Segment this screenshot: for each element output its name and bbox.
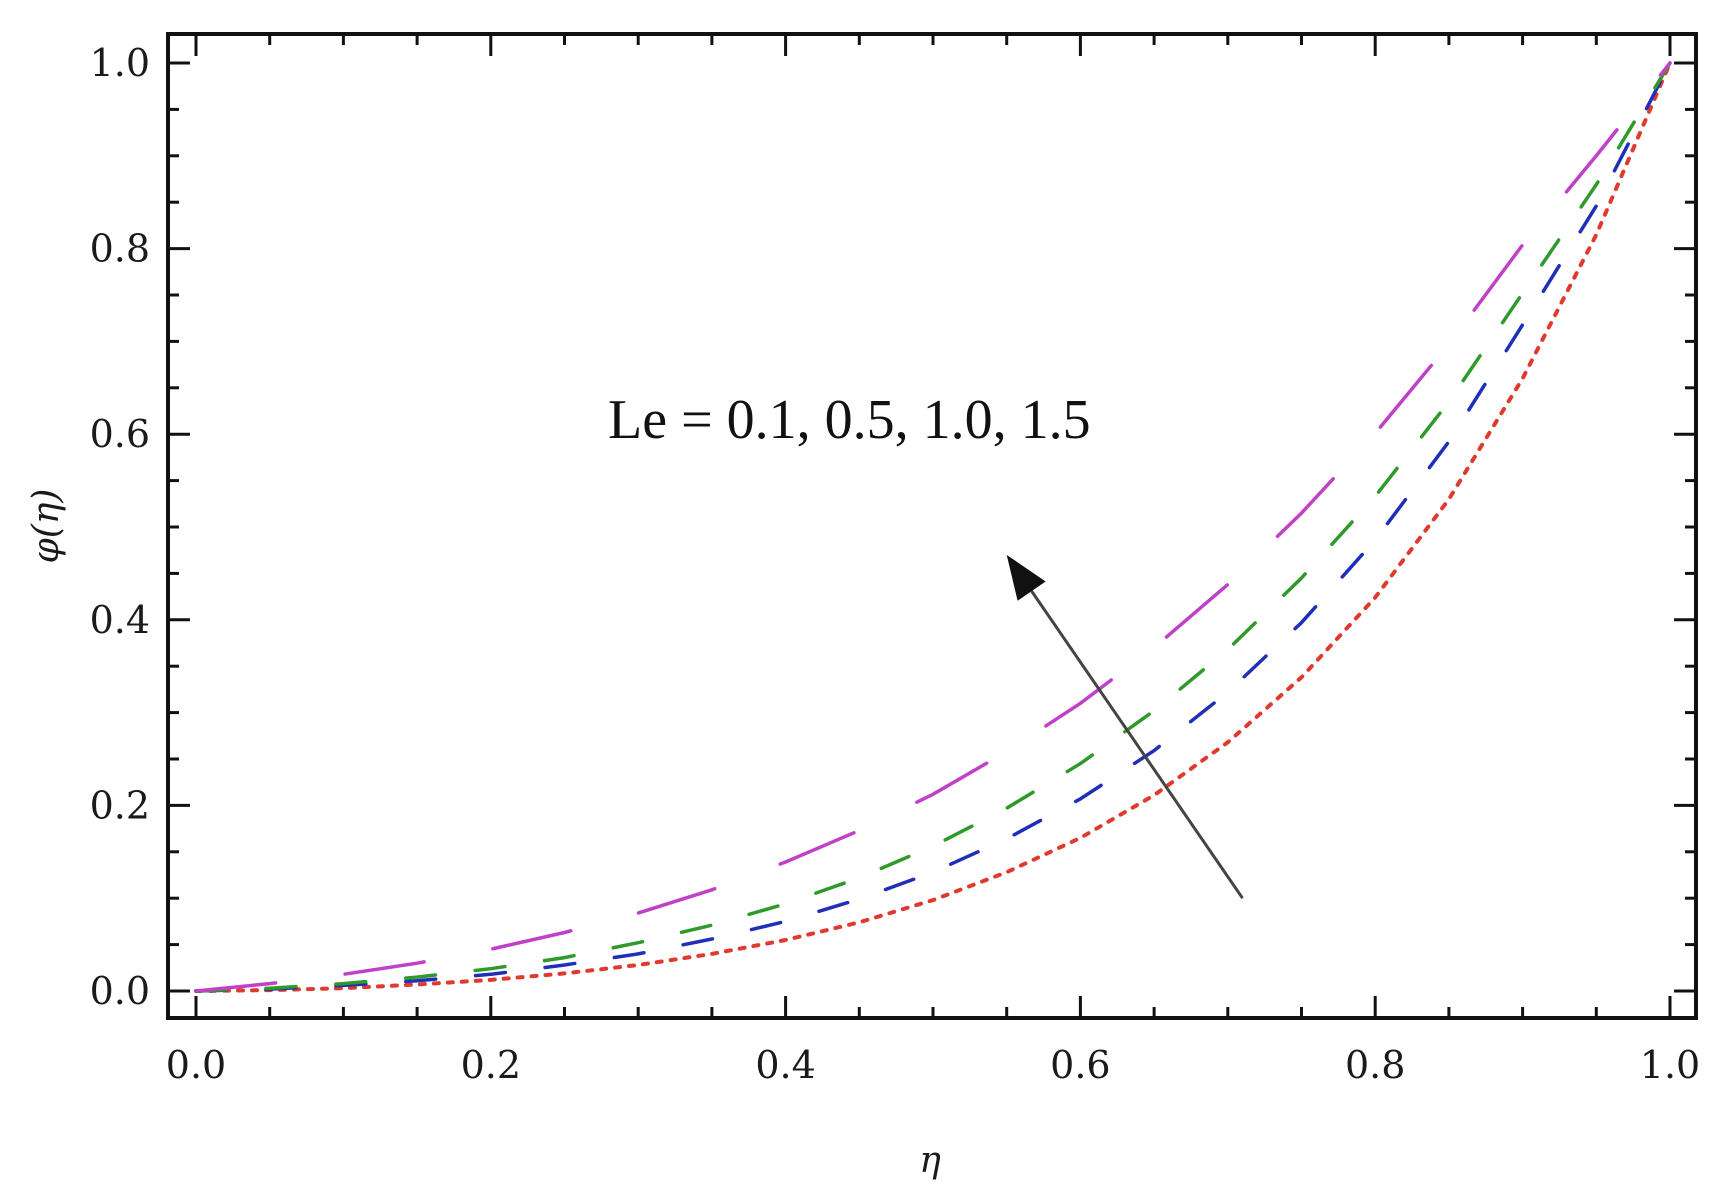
y-tick-label: 0.6	[90, 412, 150, 456]
x-tick-label: 1.0	[1640, 1043, 1700, 1087]
annotation-text: Le = 0.1, 0.5, 1.0, 1.5	[608, 389, 1091, 451]
annotation-arrowhead	[1006, 554, 1046, 601]
tick-labels: 0.0 0.2 0.4 0.6 0.8 1.0 0.0 0.2 0.4 0.6 0.8 1.0	[90, 41, 1701, 1087]
x-tick-label: 0.8	[1345, 1043, 1405, 1087]
series-line-1	[194, 61, 1672, 993]
annotation-arrow	[1030, 590, 1244, 900]
x-axis-label: η	[919, 1140, 941, 1181]
ticks	[168, 34, 1696, 1018]
series-line-4	[194, 61, 1672, 993]
series-line-2	[194, 61, 1672, 993]
x-tick-label: 0.4	[755, 1043, 815, 1087]
x-tick-label: 0.0	[166, 1043, 226, 1087]
x-tick-label: 0.2	[461, 1043, 521, 1087]
x-tick-label: 0.6	[1050, 1043, 1110, 1087]
y-axis-label: φ(η)	[26, 489, 67, 564]
series	[194, 61, 1672, 993]
y-tick-label: 0.4	[90, 598, 150, 642]
annotation: Le = 0.1, 0.5, 1.0, 1.5	[608, 389, 1244, 900]
plot-frame	[166, 32, 1698, 1020]
y-tick-label: 1.0	[90, 41, 150, 85]
y-tick-label: 0.8	[90, 227, 150, 271]
series-line-3	[194, 61, 1672, 993]
y-tick-label: 0.2	[90, 783, 150, 827]
y-tick-label: 0.0	[90, 969, 150, 1013]
